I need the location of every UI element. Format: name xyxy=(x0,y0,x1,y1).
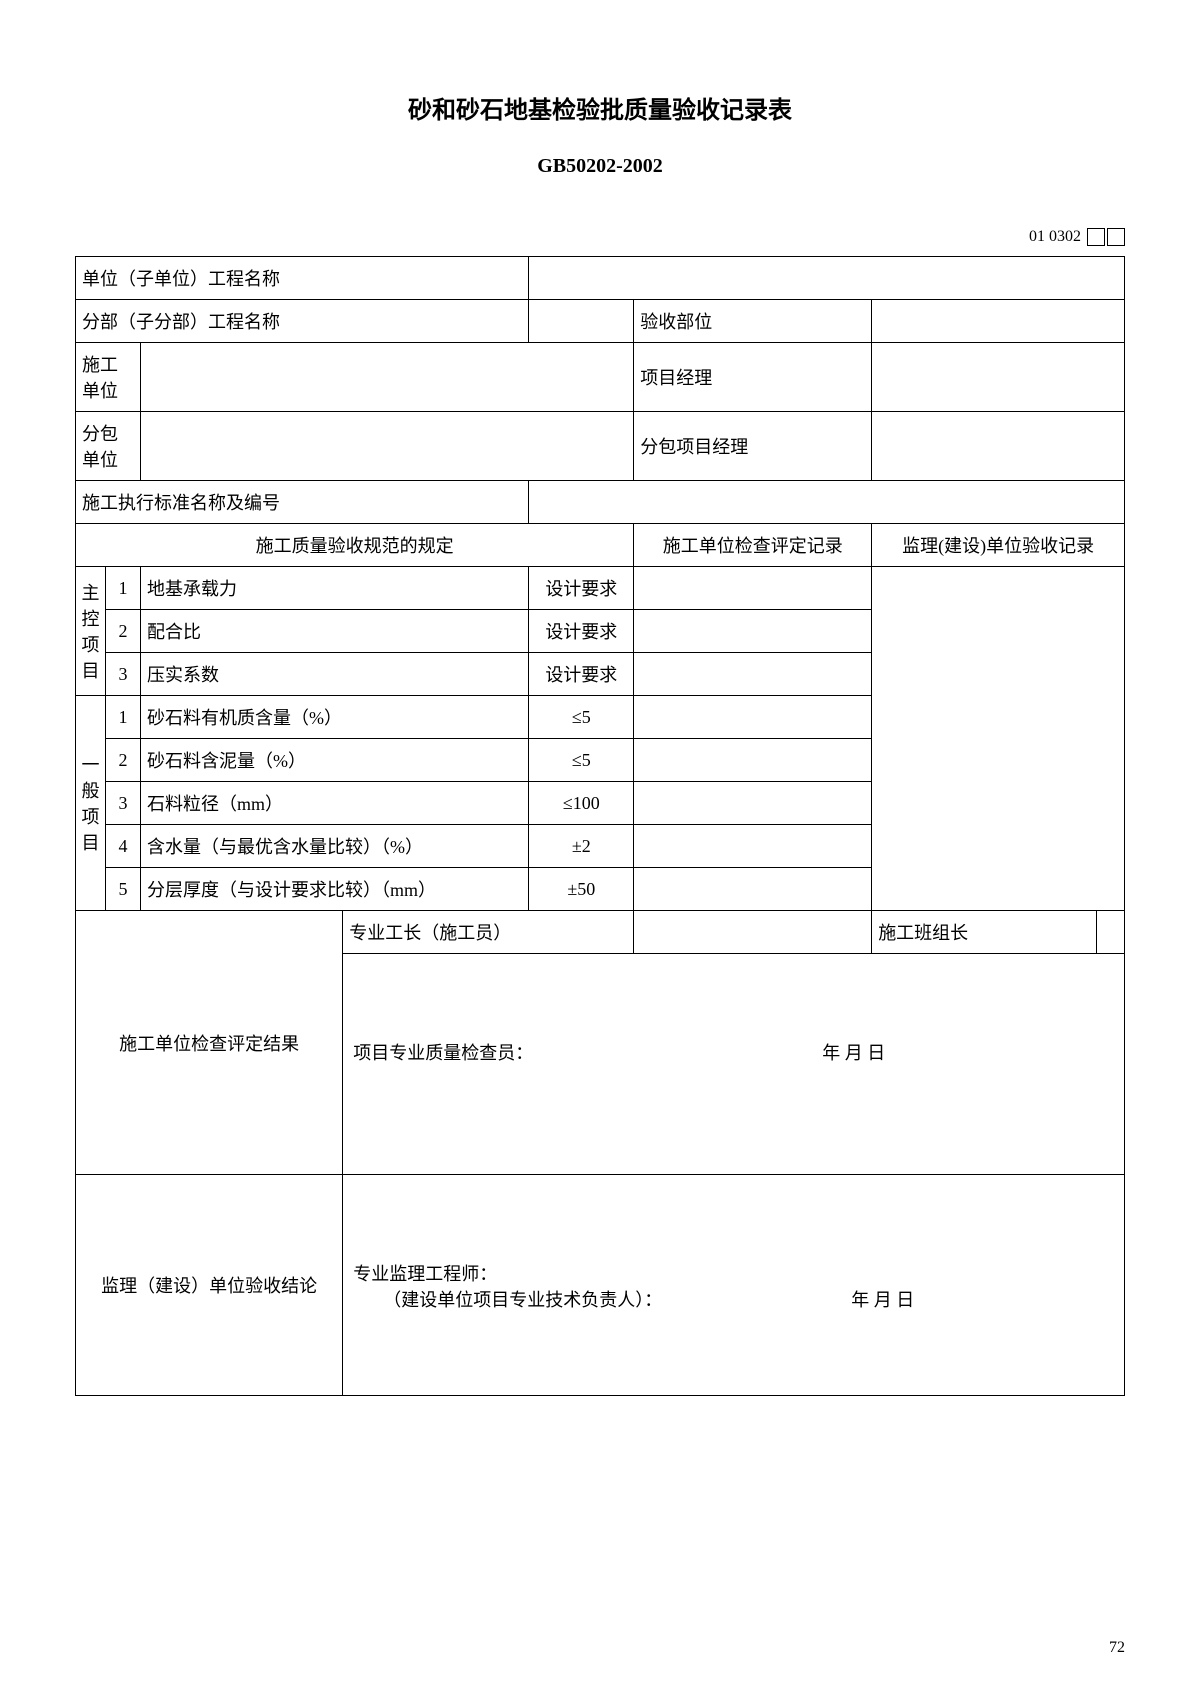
construction-unit-label: 施工单位 xyxy=(76,343,141,412)
main-item-record[interactable] xyxy=(634,567,872,610)
table-row: 主控项目 1 地基承载力 设计要求 xyxy=(76,567,1125,610)
construction-unit-value[interactable] xyxy=(141,343,634,412)
supervision-conclusion-label: 监理（建设）单位验收结论 xyxy=(76,1175,343,1396)
checkbox-2[interactable] xyxy=(1107,228,1125,246)
acceptance-location-value[interactable] xyxy=(872,300,1125,343)
main-item-spec: 设计要求 xyxy=(529,653,634,696)
general-category-label: 一般项目 xyxy=(76,696,106,911)
general-item-record[interactable] xyxy=(634,782,872,825)
main-item-spec: 设计要求 xyxy=(529,567,634,610)
general-item-num: 3 xyxy=(106,782,141,825)
supervision-record-header: 监理(建设)单位验收记录 xyxy=(872,524,1125,567)
standard-name-value[interactable] xyxy=(529,481,1125,524)
general-item-record[interactable] xyxy=(634,825,872,868)
table-row: 施工质量验收规范的规定 施工单位检查评定记录 监理(建设)单位验收记录 xyxy=(76,524,1125,567)
project-manager-value[interactable] xyxy=(872,343,1125,412)
general-item-name: 砂石料含泥量（%） xyxy=(141,739,529,782)
form-code-number: 01 0302 xyxy=(1029,228,1081,245)
main-item-name: 配合比 xyxy=(141,610,529,653)
general-item-num: 1 xyxy=(106,696,141,739)
page-number: 72 xyxy=(1109,1639,1125,1657)
inspection-form-table: 单位（子单位）工程名称 分部（子分部）工程名称 验收部位 施工单位 项目经理 分… xyxy=(75,256,1125,1396)
general-item-num: 4 xyxy=(106,825,141,868)
main-item-num: 2 xyxy=(106,610,141,653)
sub-project-manager-value[interactable] xyxy=(872,412,1125,481)
page-subtitle: GB50202-2002 xyxy=(75,155,1125,178)
general-item-spec: ≤5 xyxy=(529,739,634,782)
table-row: 施工单位 项目经理 xyxy=(76,343,1125,412)
main-category-label: 主控项目 xyxy=(76,567,106,696)
general-item-name: 石料粒径（mm） xyxy=(141,782,529,825)
general-item-name: 砂石料有机质含量（%） xyxy=(141,696,529,739)
quality-inspector-label: 项目专业质量检查员： 年 月 日 xyxy=(353,1039,1114,1065)
general-item-spec: ±2 xyxy=(529,825,634,868)
table-row: 分部（子分部）工程名称 验收部位 xyxy=(76,300,1125,343)
general-item-record[interactable] xyxy=(634,696,872,739)
general-item-name: 分层厚度（与设计要求比较）（mm） xyxy=(141,868,529,911)
inspection-record-header: 施工单位检查评定记录 xyxy=(634,524,872,567)
unit-project-name-label: 单位（子单位）工程名称 xyxy=(76,257,529,300)
main-item-name: 地基承载力 xyxy=(141,567,529,610)
foreman-value[interactable] xyxy=(634,911,872,954)
general-item-record[interactable] xyxy=(634,739,872,782)
supervisor-engineer-label: 专业监理工程师： xyxy=(353,1260,1114,1286)
checkbox-1[interactable] xyxy=(1087,228,1105,246)
form-code-area: 01 0302 xyxy=(75,228,1125,246)
subcontractor-value[interactable] xyxy=(141,412,634,481)
project-manager-label: 项目经理 xyxy=(634,343,872,412)
general-item-name: 含水量（与最优含水量比较）（%） xyxy=(141,825,529,868)
team-leader-label: 施工班组长 xyxy=(872,911,1096,954)
unit-project-name-value[interactable] xyxy=(529,257,1125,300)
main-item-record[interactable] xyxy=(634,653,872,696)
standard-name-label: 施工执行标准名称及编号 xyxy=(76,481,529,524)
general-item-spec: ±50 xyxy=(529,868,634,911)
inspection-result-label: 施工单位检查评定结果 xyxy=(76,911,343,1175)
page-title: 砂和砂石地基检验批质量验收记录表 xyxy=(75,90,1125,125)
quality-inspector-cell[interactable]: 项目专业质量检查员： 年 月 日 xyxy=(343,954,1125,1175)
general-item-num: 2 xyxy=(106,739,141,782)
supervision-conclusion-cell[interactable]: 专业监理工程师： （建设单位项目专业技术负责人）： 年 月 日 xyxy=(343,1175,1125,1396)
acceptance-location-label: 验收部位 xyxy=(634,300,872,343)
general-item-num: 5 xyxy=(106,868,141,911)
table-row: 监理（建设）单位验收结论 专业监理工程师： （建设单位项目专业技术负责人）： 年… xyxy=(76,1175,1125,1396)
general-item-spec: ≤100 xyxy=(529,782,634,825)
table-row: 施工执行标准名称及编号 xyxy=(76,481,1125,524)
table-row: 单位（子单位）工程名称 xyxy=(76,257,1125,300)
main-item-num: 3 xyxy=(106,653,141,696)
foreman-label: 专业工长（施工员） xyxy=(343,911,634,954)
main-item-name: 压实系数 xyxy=(141,653,529,696)
main-item-num: 1 xyxy=(106,567,141,610)
main-item-spec: 设计要求 xyxy=(529,610,634,653)
general-item-record[interactable] xyxy=(634,868,872,911)
division-project-name-label: 分部（子分部）工程名称 xyxy=(76,300,529,343)
main-item-record[interactable] xyxy=(634,610,872,653)
team-leader-value[interactable] xyxy=(1096,911,1124,954)
quality-spec-header: 施工质量验收规范的规定 xyxy=(76,524,634,567)
supervision-record-cell[interactable] xyxy=(872,567,1125,911)
sub-project-manager-label: 分包项目经理 xyxy=(634,412,872,481)
subcontractor-label: 分包单位 xyxy=(76,412,141,481)
table-row: 施工单位检查评定结果 专业工长（施工员） 施工班组长 xyxy=(76,911,1125,954)
technical-leader-label: （建设单位项目专业技术负责人）： 年 月 日 xyxy=(353,1286,1114,1312)
general-item-spec: ≤5 xyxy=(529,696,634,739)
table-row: 分包单位 分包项目经理 xyxy=(76,412,1125,481)
division-project-name-value[interactable] xyxy=(529,300,634,343)
